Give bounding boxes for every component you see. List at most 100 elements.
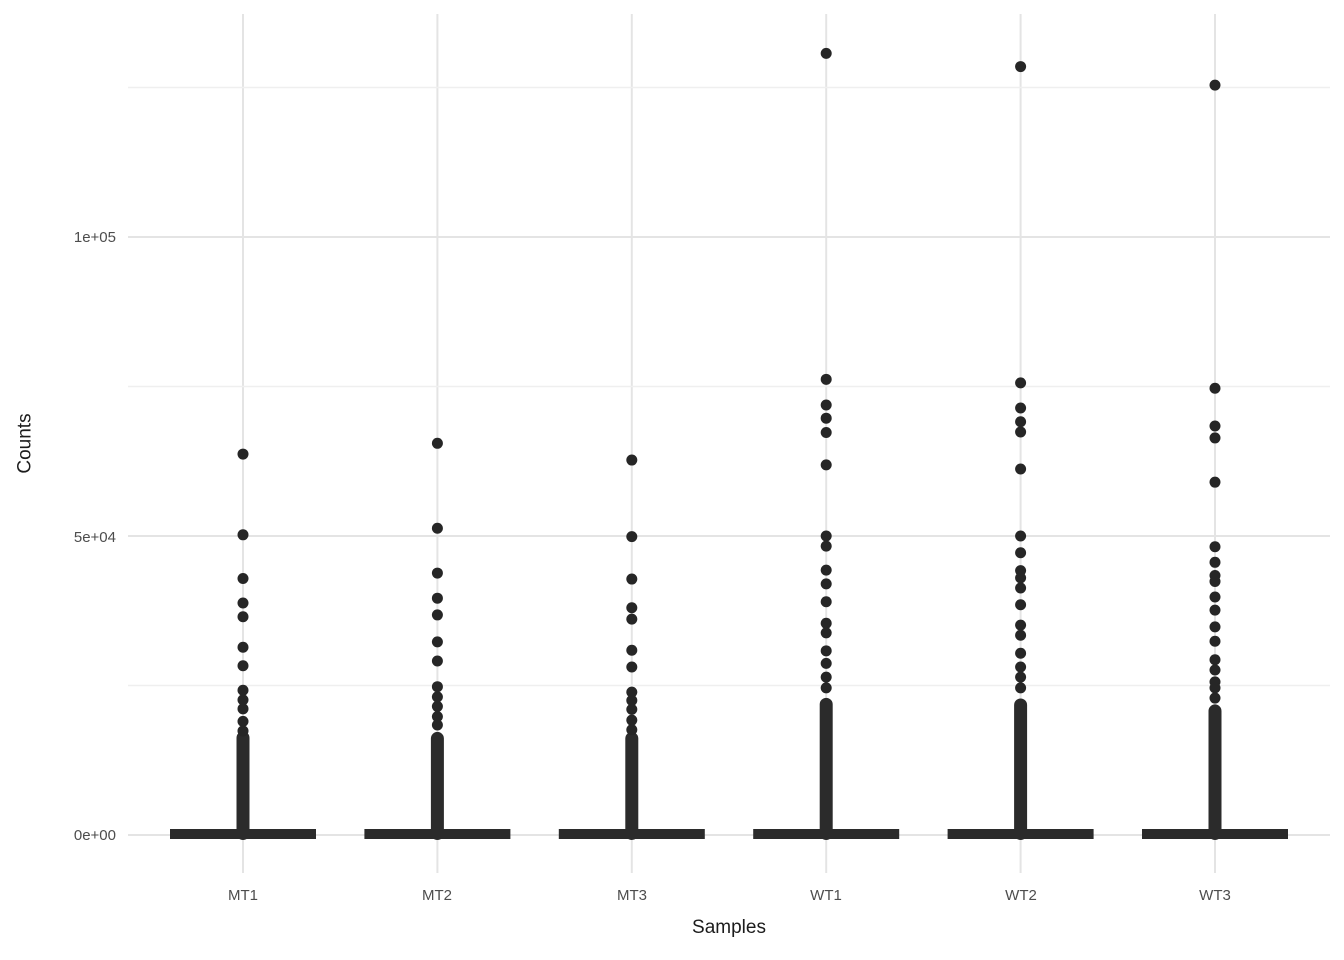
outlier-point-mt2 <box>431 719 443 731</box>
outlier-point-mt3 <box>626 694 638 706</box>
dense-outlier-column-wt1 <box>819 697 833 840</box>
outlier-point-wt1 <box>820 540 832 552</box>
outlier-point-mt3 <box>626 602 638 614</box>
dense-outlier-column-mt3 <box>625 731 639 840</box>
box-mt3 <box>558 829 705 839</box>
box-wt2 <box>947 829 1094 839</box>
outlier-point-wt3 <box>1209 556 1221 568</box>
outlier-point-mt2 <box>431 711 443 723</box>
outlier-point-wt1 <box>820 399 832 411</box>
outlier-point-wt2 <box>1015 599 1027 611</box>
outlier-point-wt3 <box>1209 476 1221 488</box>
outlier-point-wt1 <box>820 617 832 629</box>
x-tick-label-mt1: MT1 <box>228 887 258 904</box>
y-tick-label-2: 1e+05 <box>73 229 116 246</box>
outlier-point-wt3 <box>1209 682 1221 694</box>
outlier-point-wt3 <box>1209 621 1221 633</box>
outlier-point-wt2 <box>1015 661 1027 673</box>
outlier-point-mt2 <box>431 437 443 449</box>
outlier-point-wt1 <box>820 530 832 542</box>
x-tick-label-wt2: WT2 <box>1005 887 1037 904</box>
outlier-point-wt1 <box>820 459 832 471</box>
outlier-point-mt2 <box>431 636 443 648</box>
outlier-point-wt1 <box>820 645 832 657</box>
outlier-point-mt1 <box>237 703 249 715</box>
box-wt1 <box>753 829 900 839</box>
outlier-point-wt2 <box>1015 377 1027 389</box>
outlier-point-mt3 <box>626 686 638 698</box>
outlier-point-wt3 <box>1209 692 1221 704</box>
outlier-point-mt3 <box>626 573 638 585</box>
outlier-point-mt3 <box>626 661 638 673</box>
dense-outlier-column-mt1 <box>236 731 250 840</box>
outlier-point-mt1 <box>237 597 249 609</box>
outlier-point-wt1 <box>820 373 832 385</box>
x-axis-title: Samples <box>692 917 766 938</box>
outlier-point-wt1 <box>820 657 832 669</box>
outlier-point-mt3 <box>626 454 638 466</box>
outlier-point-mt2 <box>431 691 443 703</box>
y-axis-title: Counts <box>14 413 36 474</box>
outlier-point-wt2 <box>1015 582 1027 594</box>
outlier-point-wt3 <box>1209 79 1221 91</box>
outlier-point-mt3 <box>626 644 638 656</box>
outlier-point-mt2 <box>431 592 443 604</box>
outlier-point-wt1 <box>820 412 832 424</box>
outlier-point-wt3 <box>1209 604 1221 616</box>
outlier-point-mt1 <box>237 611 249 623</box>
outlier-point-wt1 <box>820 627 832 639</box>
outlier-point-wt3 <box>1209 575 1221 587</box>
outlier-point-mt2 <box>431 700 443 712</box>
outlier-point-wt2 <box>1015 671 1027 683</box>
outlier-point-wt2 <box>1015 547 1027 559</box>
outlier-point-wt2 <box>1015 629 1027 641</box>
x-tick-label-wt3: WT3 <box>1199 887 1231 904</box>
outlier-point-mt3 <box>626 714 638 726</box>
outlier-point-mt1 <box>237 572 249 584</box>
outlier-point-wt3 <box>1209 635 1221 647</box>
outlier-point-mt1 <box>237 725 249 737</box>
outlier-point-wt2 <box>1015 619 1027 631</box>
dense-outlier-column-mt2 <box>430 731 444 840</box>
outlier-point-mt3 <box>626 703 638 715</box>
outlier-point-wt1 <box>820 427 832 439</box>
outlier-point-mt3 <box>626 613 638 625</box>
box-mt2 <box>364 829 511 839</box>
outlier-point-mt3 <box>626 724 638 736</box>
outlier-point-mt3 <box>626 531 638 543</box>
x-tick-label-mt2: MT2 <box>422 887 452 904</box>
x-tick-label-mt3: MT3 <box>617 887 647 904</box>
outlier-point-mt2 <box>431 655 443 667</box>
dense-outlier-column-wt3 <box>1208 704 1222 840</box>
outlier-point-wt1 <box>820 564 832 576</box>
outlier-point-wt2 <box>1015 572 1027 584</box>
y-tick-label-1: 5e+04 <box>73 529 116 546</box>
outlier-point-wt3 <box>1209 420 1221 432</box>
outlier-point-wt2 <box>1015 426 1027 438</box>
outlier-point-wt3 <box>1209 382 1221 394</box>
outlier-point-wt2 <box>1015 647 1027 659</box>
x-tick-label-wt1: WT1 <box>810 887 842 904</box>
outlier-point-wt3 <box>1209 654 1221 666</box>
outlier-point-wt2 <box>1015 463 1027 475</box>
outlier-point-wt1 <box>820 682 832 694</box>
box-wt3 <box>1142 829 1288 839</box>
outlier-point-wt2 <box>1015 416 1027 428</box>
outlier-point-wt3 <box>1209 541 1221 553</box>
outlier-point-wt3 <box>1209 664 1221 676</box>
outlier-point-mt1 <box>237 641 249 653</box>
outlier-point-wt3 <box>1209 432 1221 444</box>
outlier-point-mt1 <box>237 660 249 672</box>
outlier-point-wt3 <box>1209 591 1221 603</box>
outlier-point-mt1 <box>237 448 249 460</box>
outlier-point-mt1 <box>237 694 249 706</box>
outlier-point-wt1 <box>820 671 832 683</box>
outlier-point-wt2 <box>1015 682 1027 694</box>
outlier-point-mt2 <box>431 567 443 579</box>
outlier-point-mt2 <box>431 681 443 693</box>
outlier-point-wt2 <box>1015 530 1027 542</box>
outlier-point-wt1 <box>820 578 832 590</box>
outlier-point-mt1 <box>237 529 249 541</box>
